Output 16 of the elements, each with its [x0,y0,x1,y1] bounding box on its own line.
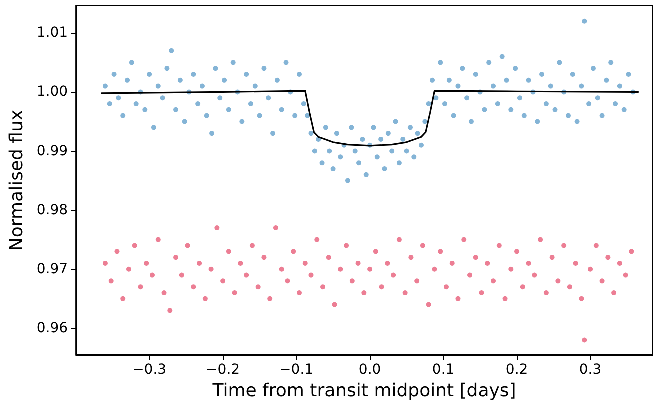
y-tick-label: 1.00 [36,84,68,100]
x-axis-title: Time from transit midpoint [days] [212,380,516,402]
line-series [100,90,640,147]
x-tick-label: 0.3 [579,362,602,378]
x-tick-label: 0.2 [506,362,528,378]
y-axis-title: Normalised flux [6,110,28,252]
y-tick-label: 0.99 [36,143,68,160]
y-tick-label: 0.96 [36,320,68,336]
y-tick-label: 1.01 [36,25,68,42]
x-tick-label: 0.1 [432,362,455,378]
x-tick-label: −0.2 [206,362,240,378]
y-tick-label: 0.98 [36,202,68,218]
x-tick-label: 0.0 [358,362,382,378]
y-tick-label: 0.97 [36,261,68,278]
x-tick-label: −0.3 [132,362,167,378]
x-tick-label: −0.1 [280,362,314,378]
